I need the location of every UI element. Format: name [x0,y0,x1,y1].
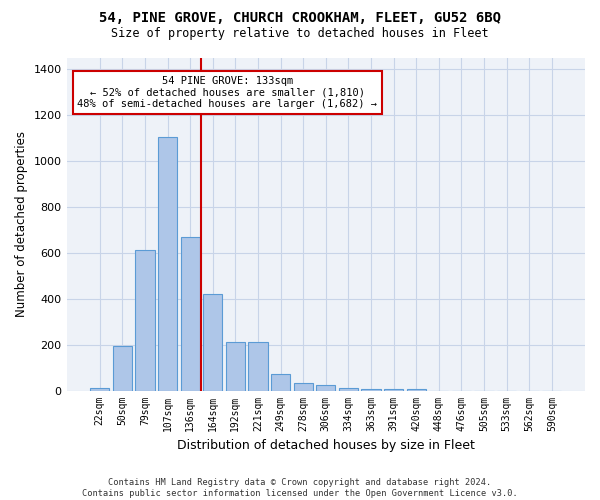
Bar [226,342,245,391]
Text: Contains HM Land Registry data © Crown copyright and database right 2024.
Contai: Contains HM Land Registry data © Crown c… [82,478,518,498]
Bar [293,383,313,391]
Bar [136,250,155,391]
Bar [248,342,268,391]
Bar [407,389,426,391]
Text: 54, PINE GROVE, CHURCH CROOKHAM, FLEET, GU52 6BQ: 54, PINE GROVE, CHURCH CROOKHAM, FLEET, … [99,12,501,26]
Bar [181,237,200,391]
Bar [158,137,177,391]
Bar [113,346,132,391]
Bar [316,384,335,391]
Text: Size of property relative to detached houses in Fleet: Size of property relative to detached ho… [111,28,489,40]
Text: 54 PINE GROVE: 133sqm
← 52% of detached houses are smaller (1,810)
48% of semi-d: 54 PINE GROVE: 133sqm ← 52% of detached … [77,76,377,109]
Bar [90,388,109,391]
Bar [384,389,403,391]
X-axis label: Distribution of detached houses by size in Fleet: Distribution of detached houses by size … [177,440,475,452]
Y-axis label: Number of detached properties: Number of detached properties [15,132,28,318]
Bar [339,388,358,391]
Bar [203,294,223,391]
Bar [271,374,290,391]
Bar [361,389,380,391]
